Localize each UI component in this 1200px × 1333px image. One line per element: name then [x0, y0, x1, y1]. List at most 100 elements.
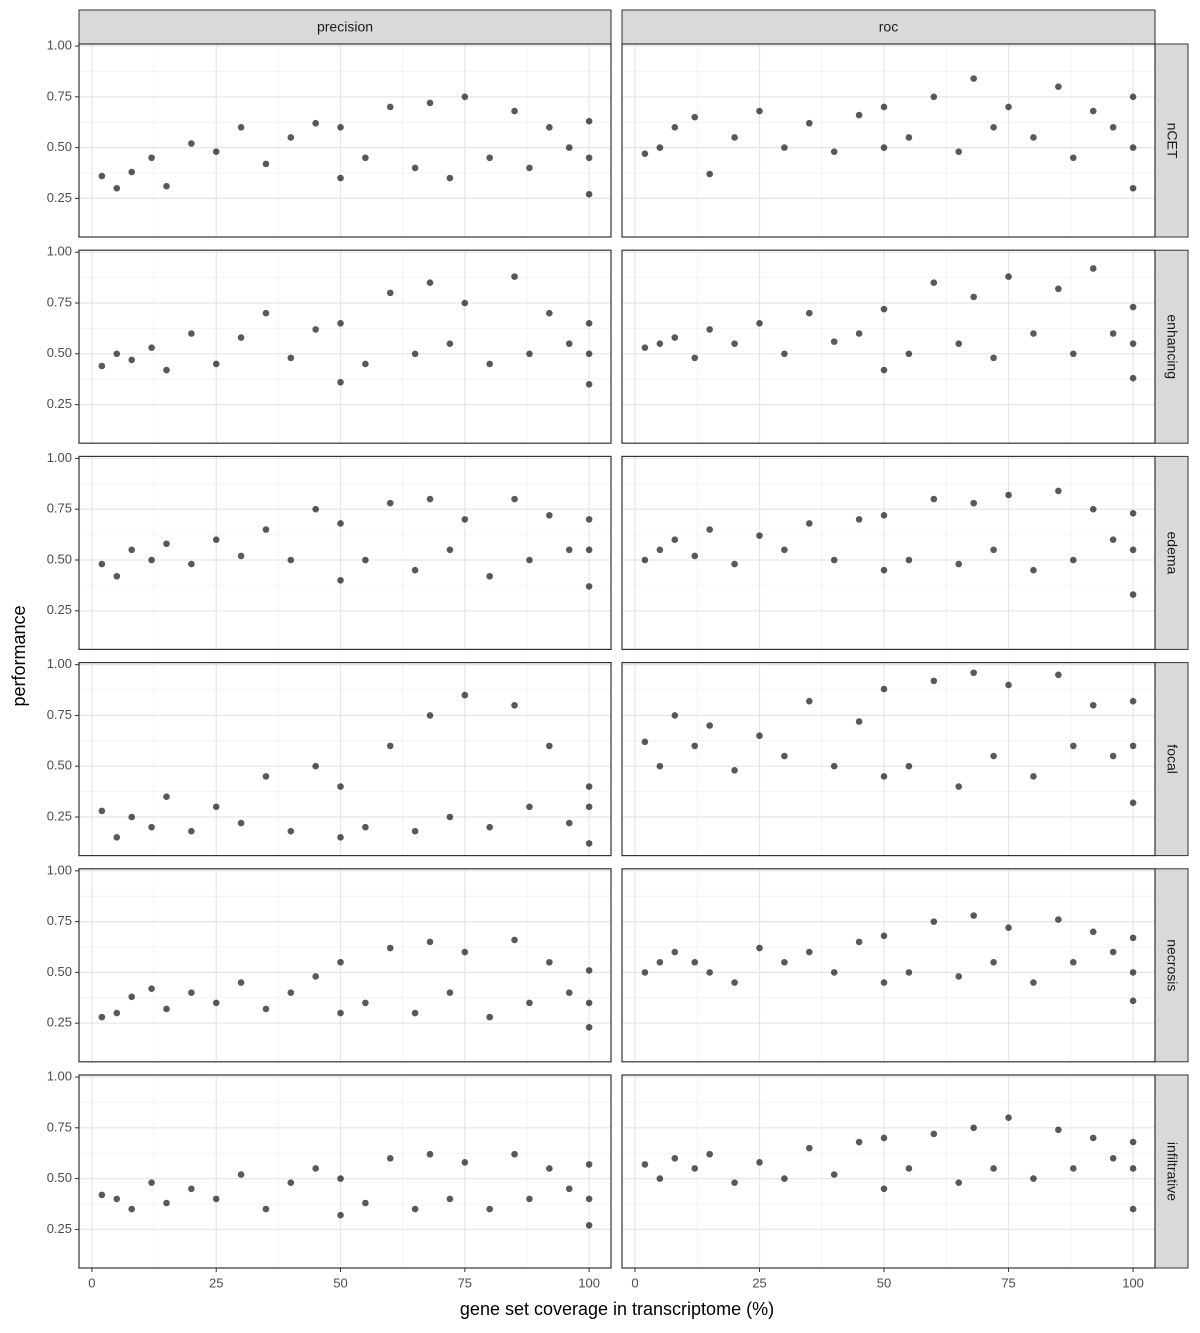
point — [656, 1175, 664, 1182]
point — [880, 773, 888, 780]
y-tick-label: 0.75 — [47, 294, 72, 309]
point — [641, 150, 649, 158]
row-strip-label: focal — [1164, 744, 1180, 774]
point — [1055, 916, 1062, 923]
point — [905, 350, 913, 358]
point — [446, 174, 454, 182]
panel-border — [78, 455, 612, 650]
point — [411, 566, 419, 574]
point — [1070, 556, 1077, 564]
point — [585, 117, 593, 125]
x-tick-label: 100 — [578, 1275, 600, 1290]
point — [98, 172, 106, 180]
point — [781, 752, 788, 760]
point — [1109, 536, 1117, 543]
x-tick-label: 75 — [1001, 1275, 1015, 1290]
point — [287, 556, 295, 564]
point — [990, 958, 997, 966]
point — [1030, 773, 1037, 780]
row-strip-label: infiltrative — [1164, 1142, 1180, 1201]
point — [163, 1005, 170, 1013]
point — [362, 823, 369, 831]
point — [287, 827, 295, 835]
point — [386, 944, 394, 952]
point — [990, 123, 997, 131]
point — [1129, 1205, 1137, 1213]
y-tick-label: 1.00 — [47, 450, 72, 465]
panel-background — [79, 44, 611, 237]
panel-border — [78, 249, 612, 444]
point — [511, 273, 518, 280]
point — [148, 154, 155, 162]
point — [805, 697, 813, 705]
point — [546, 958, 553, 966]
point — [930, 1130, 938, 1138]
point — [461, 948, 469, 956]
point — [731, 560, 738, 568]
point — [1030, 979, 1037, 986]
point — [585, 191, 593, 198]
panel-border — [621, 249, 1156, 444]
column-strip-label: precision — [317, 19, 373, 35]
point — [163, 540, 170, 548]
point — [1089, 505, 1097, 513]
point — [930, 918, 938, 925]
panel-border — [78, 868, 612, 1063]
point — [411, 164, 419, 172]
point — [1005, 273, 1012, 280]
point — [706, 170, 713, 178]
panel-background — [79, 868, 611, 1062]
point — [1129, 697, 1137, 705]
y-tick-label: 1.00 — [47, 656, 72, 671]
x-tick-label: 0 — [631, 1275, 638, 1290]
column-strip-label: roc — [879, 19, 898, 35]
point — [237, 979, 245, 986]
panel-border — [621, 868, 1156, 1063]
point — [756, 1159, 763, 1166]
point — [262, 526, 270, 533]
point — [362, 999, 369, 1007]
point — [337, 320, 344, 327]
point — [461, 299, 469, 307]
point — [855, 516, 863, 523]
point — [337, 174, 344, 182]
panel-background — [622, 250, 1155, 444]
point — [585, 583, 593, 590]
x-axis-title: gene set coverage in transcriptome (%) — [460, 1299, 774, 1319]
point — [411, 1009, 419, 1017]
panel-border — [621, 43, 1156, 238]
point — [706, 526, 713, 533]
column-strip — [78, 9, 612, 45]
point — [98, 807, 106, 815]
point — [805, 119, 813, 127]
point — [706, 1150, 713, 1158]
point — [362, 556, 369, 564]
y-tick-label: 0.75 — [47, 707, 72, 722]
point — [237, 123, 245, 131]
point — [1109, 752, 1117, 760]
point — [411, 350, 419, 358]
point — [262, 309, 270, 317]
point — [880, 144, 888, 151]
point — [565, 989, 573, 997]
point — [585, 840, 593, 847]
point — [511, 107, 518, 115]
point — [1129, 742, 1137, 750]
point — [880, 512, 888, 519]
point — [1089, 107, 1097, 115]
x-tick-label: 50 — [333, 1275, 347, 1290]
point — [565, 340, 573, 347]
point — [1129, 799, 1137, 807]
point — [386, 499, 394, 507]
point — [446, 340, 454, 347]
point — [905, 556, 913, 564]
point — [312, 1165, 319, 1172]
point — [546, 309, 553, 317]
point — [526, 164, 533, 172]
panel-border — [78, 43, 612, 238]
point — [237, 334, 245, 341]
point — [656, 762, 664, 770]
point — [1129, 509, 1137, 517]
point — [585, 803, 593, 811]
point — [970, 912, 977, 919]
